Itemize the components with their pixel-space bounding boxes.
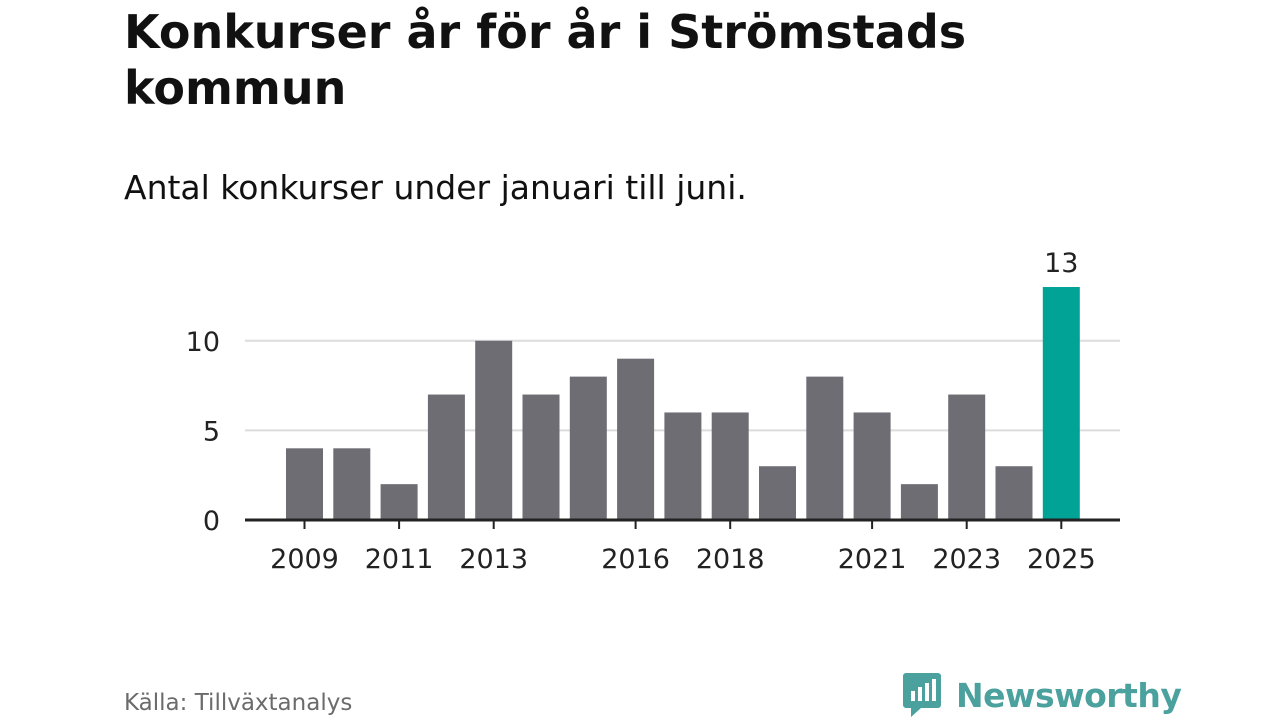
bar-2017 (664, 412, 702, 520)
y-tick-label-10: 10 (186, 327, 220, 358)
data-label-2025: 13 (1044, 248, 1078, 279)
x-tick-label-2013: 2013 (459, 544, 528, 575)
x-tick-label-2021: 2021 (838, 544, 907, 575)
brand-logo: Newsworthy (902, 671, 1182, 719)
y-tick-label-5: 5 (203, 416, 220, 447)
bar-2020 (806, 376, 844, 520)
x-tick-label-2023: 2023 (932, 544, 1001, 575)
bar-2016 (617, 358, 655, 520)
bar-2025 (1042, 287, 1080, 520)
x-tick-label-2016: 2016 (601, 544, 670, 575)
source-note: Källa: Tillväxtanalys (124, 690, 353, 716)
newsworthy-logo-icon (903, 673, 941, 717)
brand-name: Newsworthy (956, 675, 1182, 715)
bar-2022 (900, 484, 938, 520)
bar-2024 (995, 466, 1033, 520)
x-tick-label-2009: 2009 (270, 544, 339, 575)
bar-2011 (380, 484, 418, 520)
bar-2009 (286, 448, 323, 520)
bar-2023 (948, 394, 986, 520)
bar-2013 (475, 340, 513, 520)
bar-chart: 0 5 10 2009 2011 2013 2016 2018 2021 2023 2025 13 (186, 248, 1120, 575)
x-tick-label-2018: 2018 (696, 544, 765, 575)
bar-2015 (569, 376, 607, 520)
bar-2021 (853, 412, 891, 520)
bar-2018 (711, 412, 749, 520)
bar-2014 (522, 394, 560, 520)
bar-2012 (427, 394, 465, 520)
chart-subtitle: Antal konkurser under januari till juni. (124, 168, 747, 207)
bar-2010 (333, 448, 371, 520)
bar-2019 (759, 466, 796, 520)
y-tick-label-0: 0 (203, 506, 220, 537)
x-tick-label-2011: 2011 (365, 544, 434, 575)
chart-title: Konkurser år för år i Strömstads kommun (124, 5, 967, 115)
x-tick-label-2025: 2025 (1027, 544, 1096, 575)
